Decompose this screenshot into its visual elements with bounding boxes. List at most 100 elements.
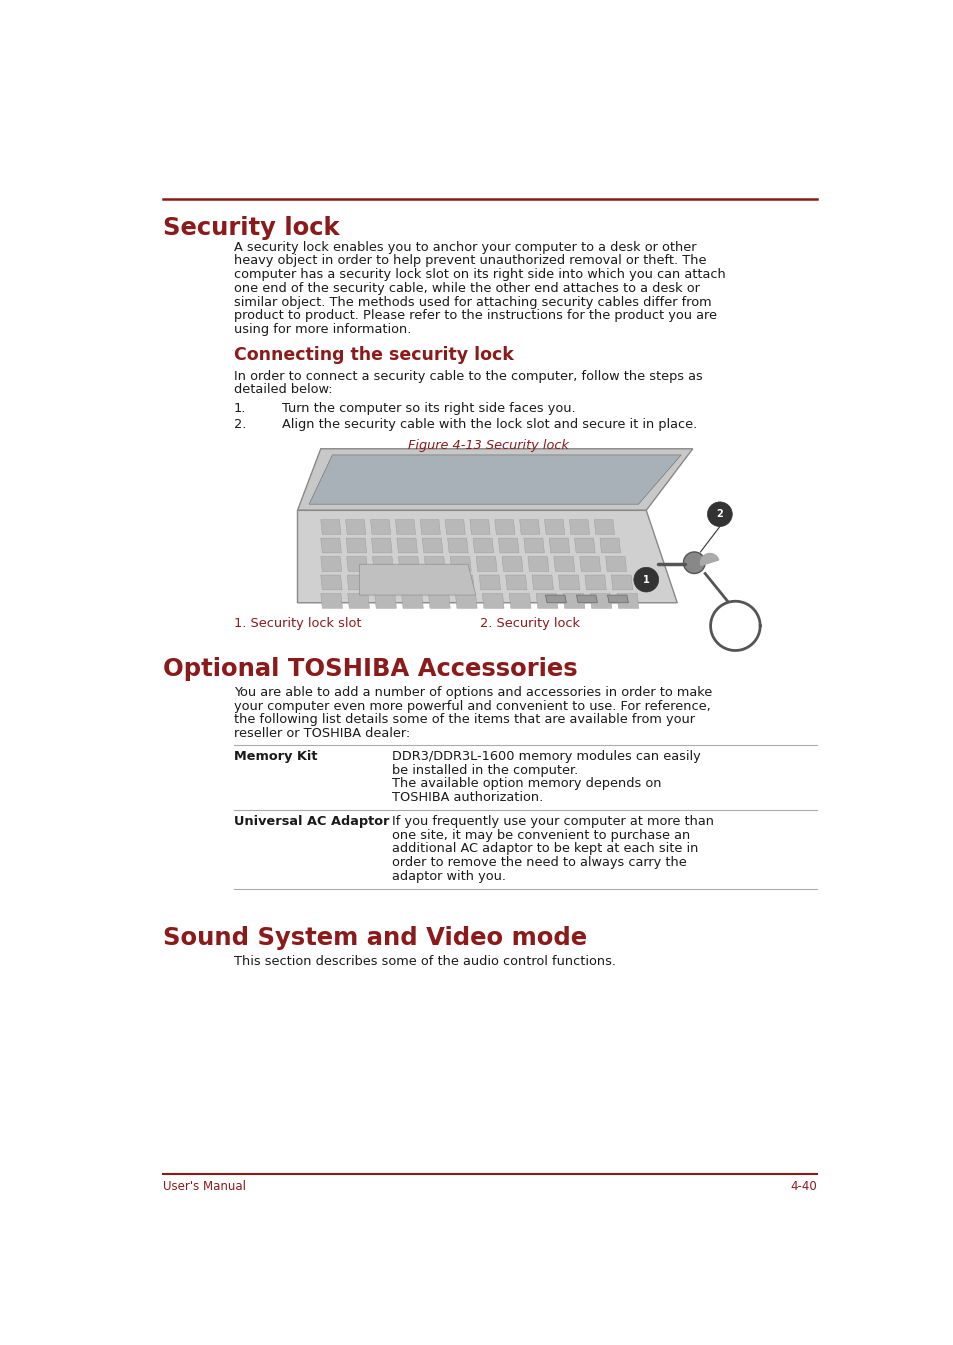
Polygon shape bbox=[426, 576, 447, 590]
Circle shape bbox=[682, 551, 704, 573]
Polygon shape bbox=[594, 519, 614, 534]
Polygon shape bbox=[549, 538, 569, 553]
Polygon shape bbox=[554, 557, 575, 572]
Polygon shape bbox=[545, 594, 566, 603]
Text: heavy object in order to help prevent unauthorized removal or theft. The: heavy object in order to help prevent un… bbox=[233, 254, 706, 268]
Text: A security lock enables you to anchor your computer to a desk or other: A security lock enables you to anchor yo… bbox=[233, 241, 696, 254]
Text: 1. Security lock slot: 1. Security lock slot bbox=[233, 616, 361, 629]
Polygon shape bbox=[346, 557, 367, 572]
Text: Turn the computer so its right side faces you.: Turn the computer so its right side face… bbox=[282, 402, 575, 414]
Polygon shape bbox=[419, 519, 440, 534]
Text: reseller or TOSHIBA dealer:: reseller or TOSHIBA dealer: bbox=[233, 728, 410, 740]
Text: 2.: 2. bbox=[233, 418, 246, 430]
Text: TOSHIBA authorization.: TOSHIBA authorization. bbox=[392, 791, 542, 804]
Polygon shape bbox=[347, 593, 369, 608]
Text: Align the security cable with the lock slot and secure it in place.: Align the security cable with the lock s… bbox=[282, 418, 697, 430]
Text: using for more information.: using for more information. bbox=[233, 323, 411, 336]
Polygon shape bbox=[297, 449, 692, 510]
Text: Optional TOSHIBA Accessories: Optional TOSHIBA Accessories bbox=[163, 656, 578, 681]
Polygon shape bbox=[450, 557, 471, 572]
Text: the following list details some of the items that are available from your: the following list details some of the i… bbox=[233, 713, 694, 726]
Polygon shape bbox=[395, 519, 416, 534]
Text: one site, it may be convenient to purchase an: one site, it may be convenient to purcha… bbox=[392, 829, 690, 842]
Polygon shape bbox=[455, 593, 476, 608]
Polygon shape bbox=[370, 519, 391, 534]
Polygon shape bbox=[505, 576, 526, 590]
Text: adaptor with you.: adaptor with you. bbox=[392, 870, 505, 882]
Polygon shape bbox=[532, 576, 553, 590]
Text: Connecting the security lock: Connecting the security lock bbox=[233, 346, 513, 364]
Polygon shape bbox=[453, 576, 474, 590]
Polygon shape bbox=[700, 554, 718, 566]
Polygon shape bbox=[562, 593, 584, 608]
Text: computer has a security lock slot on its right side into which you can attach: computer has a security lock slot on its… bbox=[233, 268, 725, 281]
Polygon shape bbox=[309, 455, 680, 504]
Text: product to product. Please refer to the instructions for the product you are: product to product. Please refer to the … bbox=[233, 309, 717, 323]
Polygon shape bbox=[617, 593, 639, 608]
Polygon shape bbox=[509, 593, 531, 608]
Polygon shape bbox=[495, 519, 515, 534]
Polygon shape bbox=[359, 565, 476, 594]
Text: 1.: 1. bbox=[233, 402, 246, 414]
Polygon shape bbox=[320, 576, 342, 590]
Text: Sound System and Video mode: Sound System and Video mode bbox=[163, 925, 587, 950]
Polygon shape bbox=[523, 538, 544, 553]
Polygon shape bbox=[401, 593, 423, 608]
Text: This section describes some of the audio control functions.: This section describes some of the audio… bbox=[233, 955, 616, 968]
Polygon shape bbox=[320, 519, 340, 534]
Polygon shape bbox=[611, 576, 632, 590]
Text: similar object. The methods used for attaching security cables differ from: similar object. The methods used for att… bbox=[233, 296, 711, 308]
Polygon shape bbox=[527, 557, 548, 572]
Polygon shape bbox=[447, 538, 468, 553]
Polygon shape bbox=[501, 557, 522, 572]
Polygon shape bbox=[422, 538, 442, 553]
Polygon shape bbox=[375, 593, 395, 608]
Polygon shape bbox=[297, 510, 677, 603]
Text: Universal AC Adaptor: Universal AC Adaptor bbox=[233, 815, 389, 827]
Polygon shape bbox=[478, 576, 500, 590]
Text: your computer even more powerful and convenient to use. For reference,: your computer even more powerful and con… bbox=[233, 699, 710, 713]
Polygon shape bbox=[445, 519, 465, 534]
Text: 2: 2 bbox=[716, 510, 722, 519]
Polygon shape bbox=[599, 538, 619, 553]
Polygon shape bbox=[605, 557, 626, 572]
Polygon shape bbox=[473, 538, 493, 553]
Text: detailed below:: detailed below: bbox=[233, 383, 333, 397]
Polygon shape bbox=[398, 557, 419, 572]
Text: In order to connect a security cable to the computer, follow the steps as: In order to connect a security cable to … bbox=[233, 370, 702, 383]
Polygon shape bbox=[320, 593, 342, 608]
Polygon shape bbox=[320, 538, 341, 553]
Text: additional AC adaptor to be kept at each site in: additional AC adaptor to be kept at each… bbox=[392, 842, 698, 855]
Polygon shape bbox=[536, 593, 558, 608]
Text: Security lock: Security lock bbox=[163, 217, 339, 239]
Polygon shape bbox=[579, 557, 600, 572]
Polygon shape bbox=[428, 593, 450, 608]
Polygon shape bbox=[424, 557, 445, 572]
Polygon shape bbox=[558, 576, 579, 590]
Text: one end of the security cable, while the other end attaches to a desk or: one end of the security cable, while the… bbox=[233, 282, 700, 295]
Polygon shape bbox=[371, 538, 392, 553]
Polygon shape bbox=[373, 557, 393, 572]
Circle shape bbox=[707, 502, 732, 526]
Polygon shape bbox=[320, 557, 341, 572]
Text: 4-40: 4-40 bbox=[789, 1180, 816, 1193]
Text: You are able to add a number of options and accessories in order to make: You are able to add a number of options … bbox=[233, 686, 712, 699]
Text: Memory Kit: Memory Kit bbox=[233, 751, 317, 763]
Text: If you frequently use your computer at more than: If you frequently use your computer at m… bbox=[392, 815, 713, 827]
Text: 1: 1 bbox=[642, 574, 649, 585]
Polygon shape bbox=[584, 576, 605, 590]
Polygon shape bbox=[590, 593, 611, 608]
Polygon shape bbox=[345, 519, 365, 534]
Polygon shape bbox=[482, 593, 503, 608]
Polygon shape bbox=[374, 576, 395, 590]
Text: order to remove the need to always carry the: order to remove the need to always carry… bbox=[392, 855, 686, 869]
Polygon shape bbox=[346, 538, 366, 553]
Polygon shape bbox=[519, 519, 539, 534]
Polygon shape bbox=[569, 519, 589, 534]
Polygon shape bbox=[607, 594, 628, 603]
Polygon shape bbox=[470, 519, 490, 534]
Polygon shape bbox=[476, 557, 497, 572]
Polygon shape bbox=[497, 538, 518, 553]
Circle shape bbox=[633, 568, 658, 592]
Polygon shape bbox=[576, 594, 597, 603]
